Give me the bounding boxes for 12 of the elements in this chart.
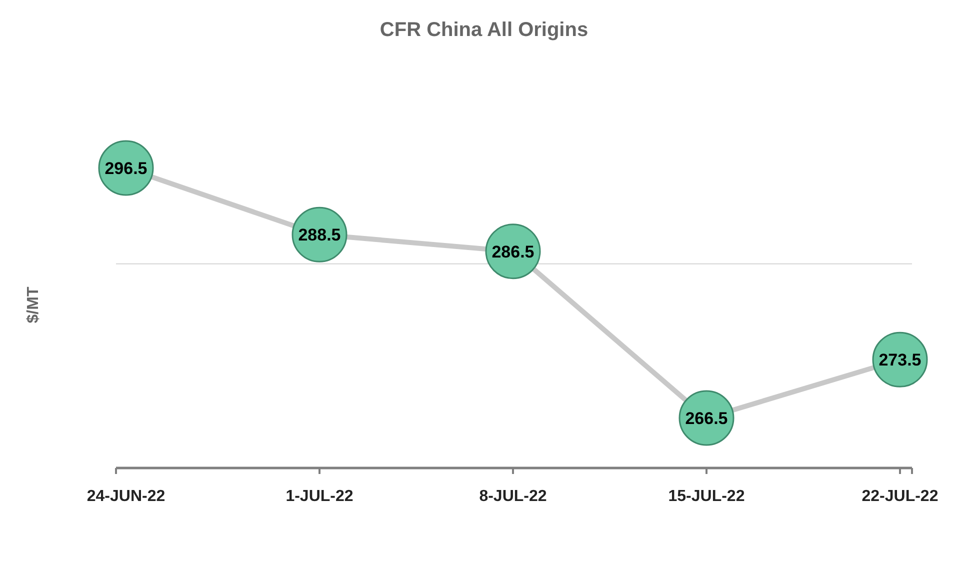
data-label: 273.5: [878, 350, 922, 370]
data-label: 288.5: [298, 226, 341, 245]
chart-title: CFR China All Origins: [380, 19, 588, 41]
x-tick-label: 24-JUN-22: [86, 488, 166, 505]
x-tick-label: 22-JUL-22: [862, 488, 938, 505]
x-tick-label: 15-JUL-22: [668, 488, 745, 505]
data-label: 296.5: [104, 159, 148, 178]
data-label: 266.5: [685, 409, 728, 428]
x-tick-label: 8-JUL-22: [479, 488, 547, 505]
y-axis-title: $/MT: [25, 286, 42, 324]
x-tick-label: 1-JUL-22: [286, 488, 354, 505]
data-label: 286.5: [492, 242, 534, 262]
